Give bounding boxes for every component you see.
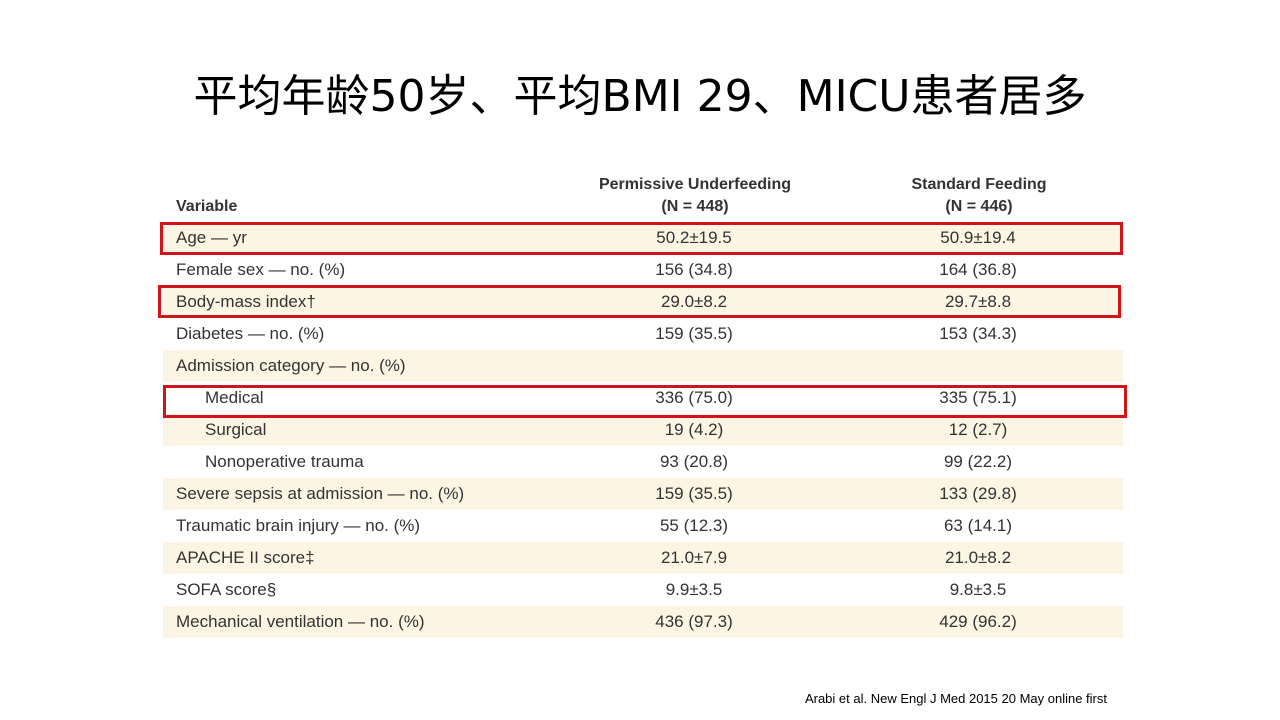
table-cell: 133 (29.8) [939, 484, 1017, 503]
table-row: APACHE II score‡ 21.0±7.9 21.0±8.2 [163, 542, 1123, 574]
row-label: SOFA score§ [176, 580, 277, 599]
row-label: Nonoperative trauma [205, 452, 364, 471]
table-cell: 9.9±3.5 [665, 580, 723, 599]
header-col2: Standard Feeding (N = 446) [829, 174, 1129, 218]
table-row: SOFA score§ 9.9±3.5 9.8±3.5 [163, 574, 1123, 606]
table-row: Medical 336 (75.0) 335 (75.1) [163, 382, 1123, 414]
header-col1-name: Permissive Underfeeding [598, 176, 792, 193]
table-cell: 436 (97.3) [655, 612, 733, 631]
table-cell: 50.2±19.5 [656, 228, 732, 247]
table-row: Female sex — no. (%) 156 (34.8) 164 (36.8) [163, 254, 1123, 286]
row-label: Severe sepsis at admission — no. (%) [176, 484, 465, 503]
row-label: Body-mass index† [176, 292, 316, 311]
header-col1-n: (N = 448) [661, 198, 729, 215]
table-cell: 156 (34.8) [655, 260, 733, 279]
table-cell: 12 (2.7) [948, 420, 1008, 439]
table-cell: 99 (22.2) [943, 452, 1013, 471]
table-cell: 19 (4.2) [664, 420, 724, 439]
row-label: Medical [205, 388, 264, 407]
row-label: Admission category — no. (%) [176, 356, 406, 375]
table-cell: 159 (35.5) [655, 484, 733, 503]
table-cell: 9.8±3.5 [949, 580, 1007, 599]
citation: Arabi et al. New Engl J Med 2015 20 May … [804, 691, 1107, 706]
header-variable: Variable [176, 198, 238, 215]
row-label: Diabetes — no. (%) [176, 324, 325, 343]
table-cell: 29.7±8.8 [944, 292, 1012, 311]
highlight-box [163, 385, 1127, 418]
header-col1: Permissive Underfeeding (N = 448) [545, 174, 845, 218]
table-cell: 55 (12.3) [659, 516, 729, 535]
table-cell: 335 (75.1) [939, 388, 1017, 407]
highlight-box [158, 285, 1121, 318]
table-row: Age — yr 50.2±19.5 50.9±19.4 [163, 222, 1123, 254]
highlight-box [160, 222, 1123, 255]
table-row: Surgical 19 (4.2) 12 (2.7) [163, 414, 1123, 446]
table-row: Traumatic brain injury — no. (%) 55 (12.3… [163, 510, 1123, 542]
table-cell: 336 (75.0) [655, 388, 733, 407]
row-label: Traumatic brain injury — no. (%) [176, 516, 421, 535]
row-label: Surgical [205, 420, 267, 439]
table-row: Mechanical ventilation — no. (%) 436 (97.… [163, 606, 1123, 638]
table-row: Admission category — no. (%) [163, 350, 1123, 382]
table-row: Severe sepsis at admission — no. (%) 159 … [163, 478, 1123, 510]
table-cell: 159 (35.5) [655, 324, 733, 343]
slide-title: 平均年龄50岁、平均BMI 29、MICU患者居多 [193, 71, 1087, 122]
header-col2-name: Standard Feeding [911, 176, 1047, 193]
header-col2-n: (N = 446) [945, 198, 1013, 215]
row-label: Mechanical ventilation — no. (%) [176, 612, 425, 631]
row-label: Female sex — no. (%) [176, 260, 346, 279]
table-cell: 153 (34.3) [939, 324, 1017, 343]
row-label: APACHE II score‡ [176, 548, 315, 567]
table-cell: 50.9±19.4 [940, 228, 1016, 247]
table-cell: 29.0±8.2 [660, 292, 728, 311]
table-cell: 164 (36.8) [939, 260, 1017, 279]
table-cell: 21.0±8.2 [944, 548, 1012, 567]
table-row: Body-mass index† 29.0±8.2 29.7±8.8 [163, 286, 1123, 318]
table-row: Nonoperative trauma 93 (20.8) 99 (22.2) [163, 446, 1123, 478]
table-cell: 21.0±7.9 [660, 548, 728, 567]
table-cell: 429 (96.2) [939, 612, 1017, 631]
row-label: Age — yr [176, 228, 247, 247]
table-cell: 93 (20.8) [659, 452, 729, 471]
table-row: Diabetes — no. (%) 159 (35.5) 153 (34.3) [163, 318, 1123, 350]
table-cell: 63 (14.1) [943, 516, 1013, 535]
